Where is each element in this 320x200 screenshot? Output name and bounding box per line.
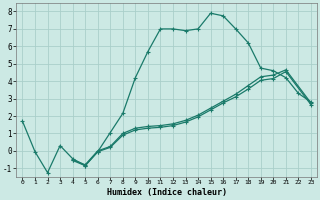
X-axis label: Humidex (Indice chaleur): Humidex (Indice chaleur) [107,188,227,197]
